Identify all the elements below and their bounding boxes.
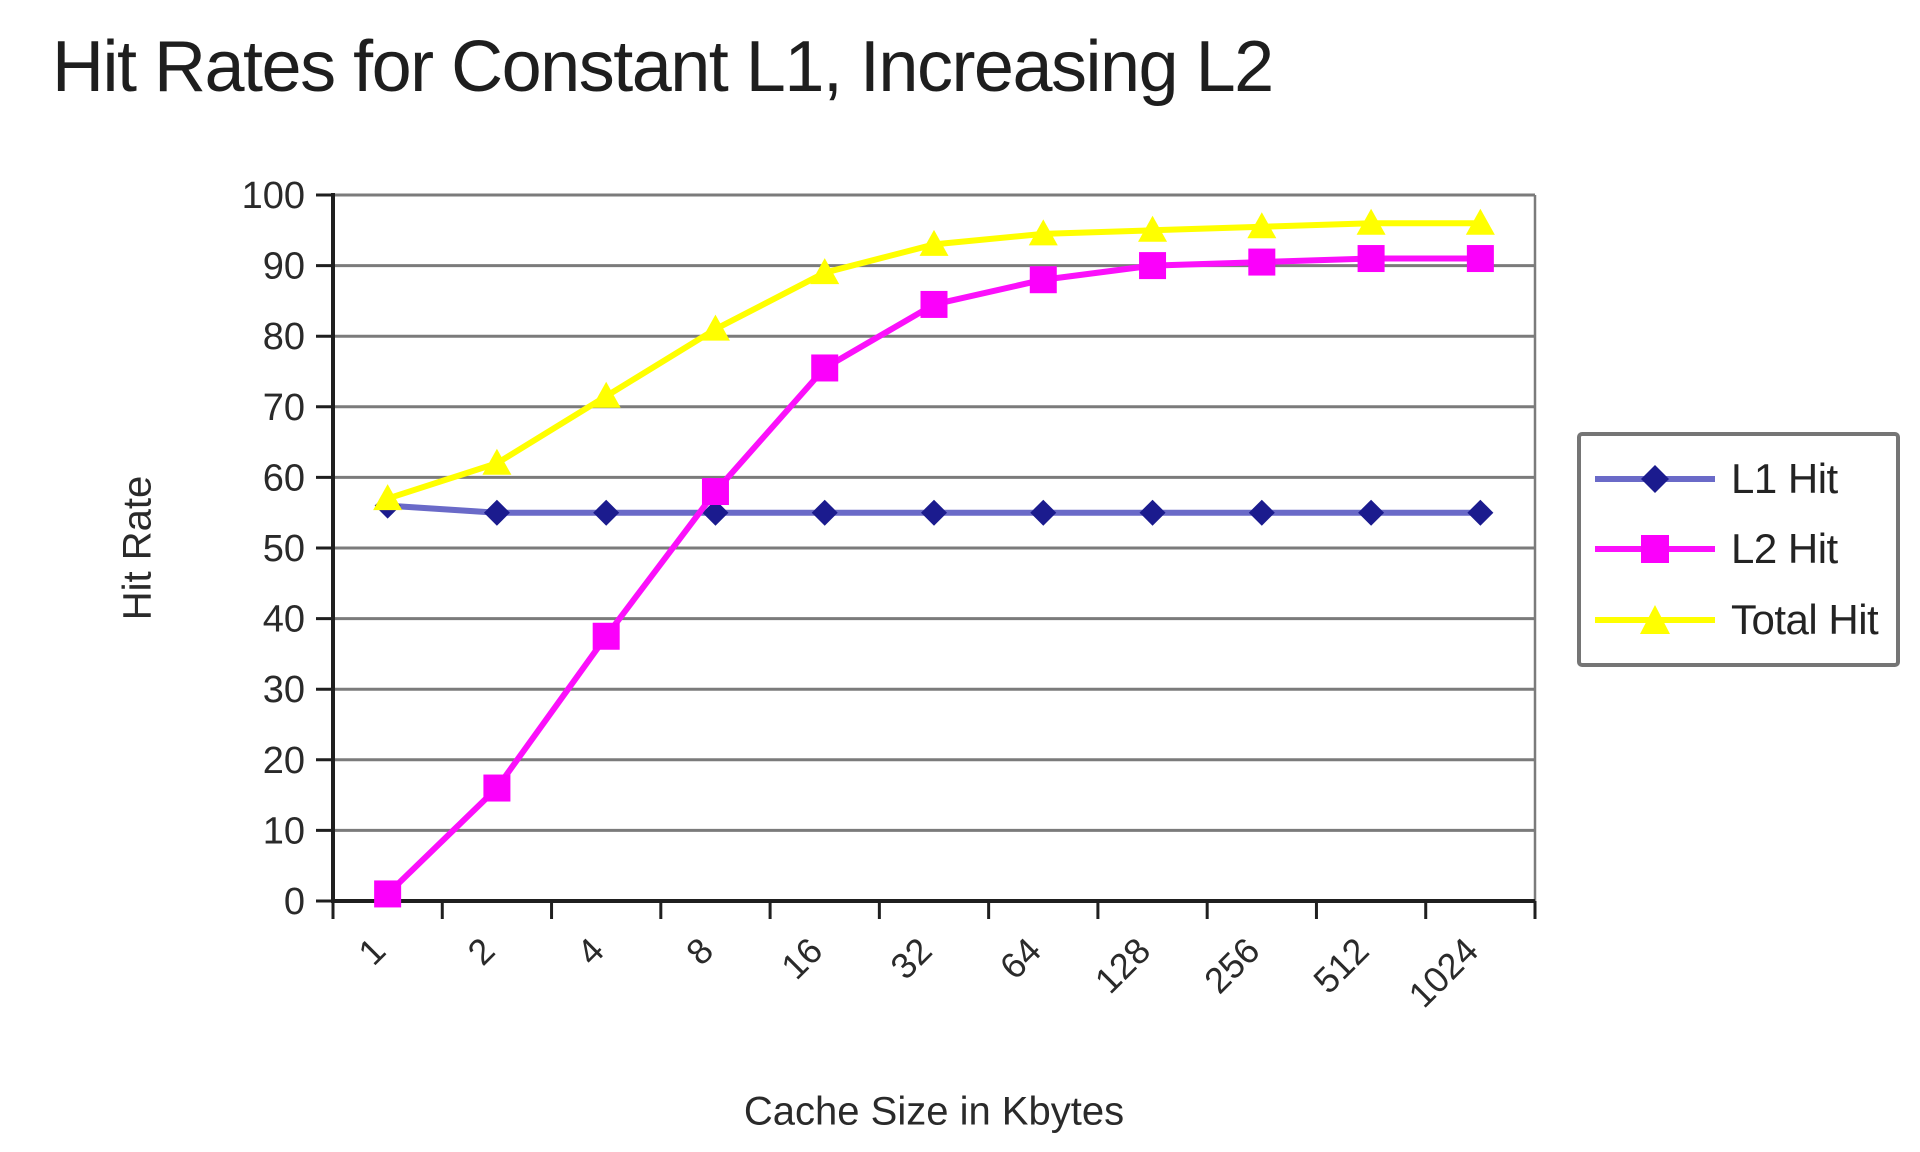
square-marker: [1139, 252, 1167, 280]
x-tick-label: 1024: [1400, 930, 1486, 1016]
x-tick-label: 128: [1087, 930, 1158, 1001]
legend-item: Total Hit: [1593, 596, 1884, 644]
y-axis-title: Hit Rate: [115, 475, 160, 621]
triangle-marker: [1028, 219, 1058, 246]
triangle-marker: [373, 484, 403, 511]
x-tick-label: 1: [350, 930, 393, 973]
diamond-marker: [1358, 499, 1385, 526]
legend-label: L2 Hit: [1731, 525, 1838, 573]
triangle-marker: [1138, 215, 1168, 242]
x-tick-label: 32: [882, 930, 939, 987]
triangle-marker: [700, 314, 730, 341]
y-tick-label: 80: [263, 316, 305, 358]
x-tick-label: 2: [459, 930, 502, 973]
y-tick-label: 60: [263, 457, 305, 499]
triangle-marker: [482, 448, 512, 475]
legend-item: L1 Hit: [1593, 455, 1884, 503]
y-tick-label: 50: [263, 528, 305, 570]
square-legend-swatch: [1595, 535, 1715, 564]
square-marker: [1466, 245, 1494, 273]
diamond-marker: [702, 499, 729, 526]
y-tick-label: 70: [263, 387, 305, 429]
x-tick-label: 256: [1196, 930, 1267, 1001]
square-marker: [920, 290, 948, 318]
legend-item: L2 Hit: [1593, 525, 1884, 573]
triangle-marker: [810, 258, 840, 285]
x-axis-title: Cache Size in Kbytes: [743, 1089, 1125, 1134]
legend-label: Total Hit: [1731, 595, 1879, 643]
y-tick-label: 0: [284, 881, 305, 923]
square-marker: [483, 774, 511, 802]
legend: L1 Hit L2 Hit Total Hit: [1577, 432, 1900, 667]
diamond-marker: [921, 499, 947, 526]
triangle-marker: [1465, 208, 1495, 235]
y-tick-label: 40: [263, 599, 305, 641]
y-tick-label: 10: [263, 810, 305, 852]
y-tick-label: 100: [242, 175, 305, 217]
diamond-icon: [1641, 465, 1669, 494]
square-marker: [701, 478, 729, 506]
diamond-legend-swatch: [1595, 465, 1715, 494]
diamond-marker: [1139, 499, 1166, 526]
x-tick-label: 512: [1305, 930, 1376, 1001]
y-tick-label: 90: [263, 246, 305, 288]
triangle-marker: [1356, 208, 1386, 235]
diamond-marker: [593, 499, 620, 526]
triangle-legend-swatch: [1595, 604, 1715, 634]
triangle-marker: [919, 229, 949, 256]
y-tick-label: 30: [263, 669, 305, 711]
square-icon: [1641, 535, 1669, 564]
square-marker: [592, 622, 620, 650]
square-marker: [1357, 245, 1385, 273]
diamond-marker: [1248, 499, 1275, 526]
diamond-marker: [1030, 499, 1057, 526]
square-marker: [374, 880, 402, 908]
x-tick-label: 4: [569, 930, 612, 973]
square-marker: [811, 354, 839, 382]
diamond-marker: [483, 499, 510, 526]
diamond-marker: [811, 499, 838, 526]
triangle-marker: [1247, 212, 1277, 239]
square-marker: [1248, 248, 1276, 276]
diamond-marker: [1467, 499, 1494, 526]
x-tick-label: 16: [773, 930, 830, 987]
square-marker: [1029, 266, 1057, 294]
x-tick-label: 64: [992, 930, 1049, 987]
triangle-icon: [1640, 604, 1670, 634]
chart-title: Hit Rates for Constant L1, Increasing L2: [52, 27, 1274, 107]
triangle-marker: [591, 381, 621, 408]
y-tick-label: 20: [263, 740, 305, 782]
series-line-l2-hit: [384, 255, 1484, 897]
x-tick-label: 8: [678, 930, 721, 973]
legend-label: L1 Hit: [1731, 455, 1838, 503]
